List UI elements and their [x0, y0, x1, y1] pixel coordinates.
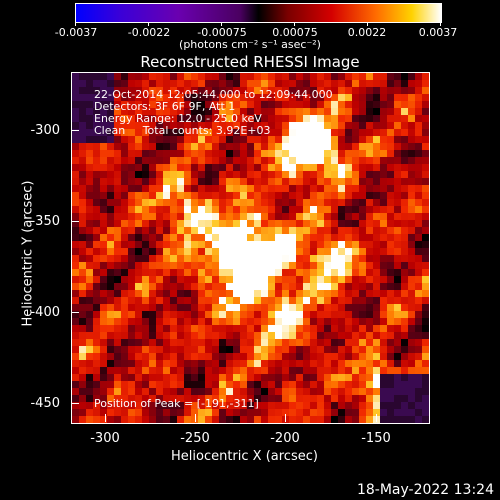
- solar-image: [71, 72, 430, 424]
- colorbar-label: -0.0022: [127, 26, 171, 39]
- colorbar-tick: [75, 22, 76, 26]
- peak-position: Position of Peak = [-191,-311]: [94, 397, 259, 410]
- x-tick-label: -200: [270, 431, 300, 446]
- colorbar-tick: [148, 22, 149, 26]
- x-tick-mark: [285, 414, 286, 422]
- x-tick-mark: [195, 414, 196, 422]
- heatmap-image: [72, 73, 429, 423]
- y-tick-label: -350: [30, 214, 60, 229]
- y-tick-label: -450: [30, 396, 60, 411]
- y-axis-label: Heliocentric Y (arcsec): [20, 180, 36, 327]
- colorbar-label: -0.00075: [197, 26, 247, 39]
- x-axis-label: Heliocentric X (arcsec): [171, 449, 318, 464]
- y-tick-mark: [71, 221, 79, 222]
- colorbar-label: 0.00075: [272, 26, 318, 39]
- info-energy-range: Energy Range: 12.0 - 25.0 keV: [94, 112, 262, 125]
- colorbar-tick: [367, 22, 368, 26]
- x-tick-mark: [376, 414, 377, 422]
- colorbar-label: 0.0022: [347, 26, 387, 39]
- colorbar-label: 0.0037: [418, 26, 458, 39]
- plot-title: Reconstructed RHESSI Image: [140, 53, 360, 71]
- colorbar-tick: [440, 22, 441, 26]
- x-tick-label: -250: [180, 431, 210, 446]
- colorbar: [75, 3, 442, 23]
- y-tick-mark: [71, 403, 79, 404]
- info-detectors: Detectors: 3F 6F 9F, Att 1: [94, 100, 236, 113]
- info-time-range: 22-Oct-2014 12:05:44.000 to 12:09:44.000: [94, 88, 333, 101]
- colorbar-tick: [294, 22, 295, 26]
- y-tick-mark: [71, 312, 79, 313]
- timestamp: 18-May-2022 13:24: [356, 482, 494, 498]
- colorbar-units: (photons cm⁻² s⁻¹ asec⁻²): [179, 38, 321, 51]
- x-tick-label: -150: [361, 431, 391, 446]
- y-tick-label: -300: [30, 123, 60, 138]
- x-tick-mark: [105, 414, 106, 422]
- info-counts: Clean Total counts: 3.92E+03: [94, 124, 271, 137]
- colorbar-label: -0.0037: [54, 26, 98, 39]
- y-tick-label: -400: [30, 305, 60, 320]
- y-tick-mark: [71, 130, 79, 131]
- x-tick-label: -300: [90, 431, 120, 446]
- colorbar-tick: [221, 22, 222, 26]
